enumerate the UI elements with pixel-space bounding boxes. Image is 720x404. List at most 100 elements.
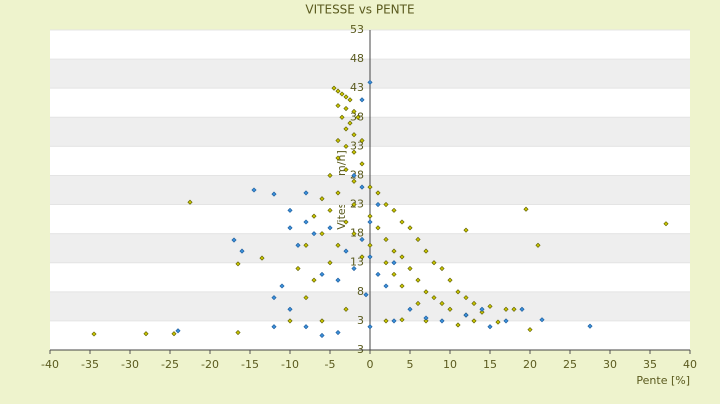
x-tick-label: -5 <box>325 358 336 371</box>
scatter-point <box>527 327 533 333</box>
scatter-point <box>391 271 397 277</box>
y-tick-label: 3 <box>357 314 364 327</box>
scatter-point <box>439 265 445 272</box>
scatter-point <box>351 201 357 208</box>
scatter-point <box>339 91 345 97</box>
scatter-point <box>351 231 357 237</box>
scatter-point <box>351 178 357 184</box>
scatter-point <box>423 248 429 254</box>
scatter-point <box>287 306 293 312</box>
scatter-point <box>399 283 405 289</box>
scatter-point <box>359 236 365 243</box>
x-axis-title: Pente [%] <box>636 374 690 387</box>
scatter-point <box>407 265 413 272</box>
scatter-point <box>447 277 453 283</box>
scatter-point <box>391 248 397 254</box>
scatter-point <box>351 108 357 115</box>
scatter-point <box>287 207 293 213</box>
scatter-point <box>503 318 509 324</box>
scatter-point <box>303 242 309 248</box>
scatter-point <box>319 318 325 324</box>
x-tick-label: -35 <box>81 358 99 371</box>
scatter-point <box>359 97 365 103</box>
x-tick-label: 25 <box>563 358 577 371</box>
scatter-point <box>471 300 477 307</box>
scatter-point <box>259 255 265 261</box>
scatter-point <box>455 322 461 328</box>
scatter-point <box>359 184 365 190</box>
scatter-point <box>343 105 349 112</box>
scatter-point <box>271 191 277 197</box>
scatter-point <box>295 242 301 248</box>
scatter-point <box>367 219 373 225</box>
scatter-point <box>471 318 477 324</box>
x-tick-label: 10 <box>443 358 457 371</box>
scatter-point <box>447 306 453 312</box>
scatter-point <box>327 172 333 179</box>
scatter-point <box>359 161 365 167</box>
scatter-point <box>319 196 325 202</box>
scatter-point <box>343 126 349 132</box>
scatter-point <box>235 329 241 336</box>
scatter-point <box>423 315 429 321</box>
scatter-point <box>455 289 461 295</box>
scatter-point <box>311 231 317 237</box>
scatter-point <box>383 318 389 324</box>
y-tick-label: 43 <box>350 81 364 94</box>
scatter-point <box>347 97 353 103</box>
scatter-point <box>479 309 485 315</box>
scatter-point <box>391 260 397 266</box>
y-tick-label: 28 <box>350 168 364 181</box>
scatter-point <box>375 190 381 196</box>
scatter-point <box>463 295 469 301</box>
scatter-point <box>355 114 361 120</box>
scatter-point <box>351 149 357 155</box>
scatter-point <box>407 306 413 312</box>
scatter-point <box>175 328 181 334</box>
scatter-point <box>487 324 493 330</box>
scatter-point <box>327 225 333 231</box>
scatter-point <box>327 207 333 213</box>
scatter-point <box>423 289 429 295</box>
scatter-point <box>415 236 421 243</box>
scatter-point <box>367 79 373 85</box>
x-tick-label: -40 <box>41 358 59 371</box>
y-tick-label: 48 <box>350 52 364 65</box>
scatter-point <box>351 265 357 272</box>
scatter-point <box>391 207 397 213</box>
y-tick-label: 13 <box>350 256 364 269</box>
scatter-point <box>439 300 445 307</box>
scatter-point <box>235 261 241 267</box>
scatter-point <box>487 303 493 309</box>
y-tick-label: 53 <box>350 23 364 36</box>
scatter-point <box>479 306 485 312</box>
scatter-point <box>367 213 373 219</box>
scatter-point <box>343 167 349 173</box>
scatter-point <box>335 137 341 144</box>
scatter-point <box>251 187 257 193</box>
scatter-point <box>523 206 529 212</box>
scatter-point <box>407 225 413 231</box>
y-tick-label: 18 <box>350 227 364 240</box>
scatter-point <box>343 248 349 254</box>
scatter-point <box>375 225 381 231</box>
scatter-point <box>503 306 509 312</box>
scatter-point <box>351 172 357 179</box>
scatter-point <box>383 283 389 289</box>
x-tick-label: 30 <box>603 358 617 371</box>
scatter-point <box>343 94 349 100</box>
scatter-point <box>271 295 277 301</box>
y-tick-label: 33 <box>350 139 364 152</box>
scatter-point <box>399 254 405 260</box>
scatter-point <box>271 324 277 330</box>
scatter-point <box>171 331 177 337</box>
scatter-point <box>463 227 469 233</box>
x-tick-label: 15 <box>483 358 497 371</box>
scatter-point <box>431 260 437 266</box>
scatter-point <box>495 319 501 325</box>
scatter-point <box>339 114 345 120</box>
scatter-point <box>423 318 429 324</box>
scatter-point <box>363 292 369 298</box>
scatter-point <box>335 277 341 283</box>
scatter-point <box>359 254 365 260</box>
